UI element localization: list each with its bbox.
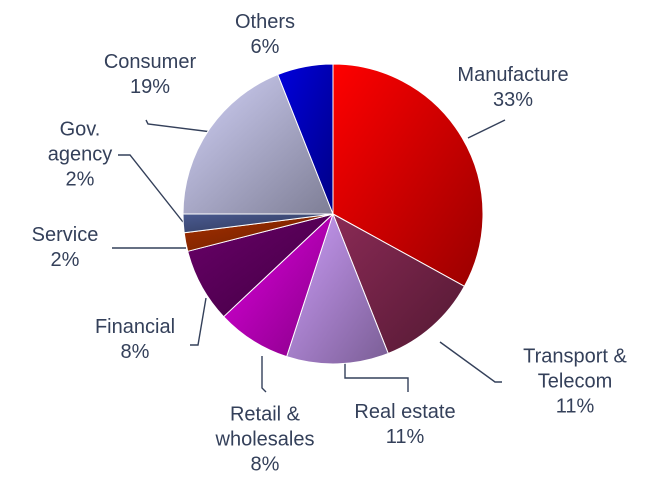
pie-slice [332, 63, 484, 287]
value-label: 19% [129, 76, 171, 98]
value-label: 2% [65, 168, 95, 191]
value-label: 2% [50, 249, 80, 271]
value-label: 11% [555, 395, 595, 418]
slice-label: Real estate 11% [335, 400, 475, 450]
slice-label: Consumer 19% [80, 50, 220, 100]
leader-line [467, 119, 506, 139]
slice-label: Gov. agency 2% [40, 118, 120, 193]
category-label: Manufacture [457, 64, 569, 86]
pie-slice [332, 212, 466, 355]
value-label: 33% [492, 89, 534, 111]
category-label: Transport & Telecom [523, 345, 627, 393]
category-label: Service [31, 224, 99, 246]
slice-label: Others 6% [195, 10, 335, 60]
leader-line [118, 154, 184, 223]
category-label: Gov. agency [47, 118, 113, 166]
value-label: 8% [120, 341, 150, 363]
category-label: Financial [94, 316, 176, 338]
pie-slice [286, 212, 389, 365]
category-label: Others [234, 11, 296, 33]
value-label: 6% [250, 36, 280, 58]
slice-label: Retail & wholesales 8% [195, 403, 335, 478]
category-label: Retail & wholesales [215, 403, 315, 451]
leader-line [439, 341, 502, 383]
slice-label: Transport & Telecom 11% [505, 345, 645, 420]
leader-line [261, 356, 267, 393]
slice-label: Manufacture 33% [433, 63, 593, 113]
slice-label: Financial 8% [65, 315, 205, 365]
value-label: 8% [250, 453, 280, 476]
pie-slice [182, 73, 334, 215]
category-label: Real estate [354, 401, 456, 423]
pie-slice [277, 63, 334, 215]
leader-lines [112, 119, 506, 393]
slice-label: Service 2% [0, 223, 135, 273]
value-label: 11% [385, 426, 425, 448]
leader-line [344, 362, 409, 392]
leader-line [190, 297, 207, 346]
leader-line [145, 119, 213, 133]
category-label: Consumer [103, 51, 197, 73]
